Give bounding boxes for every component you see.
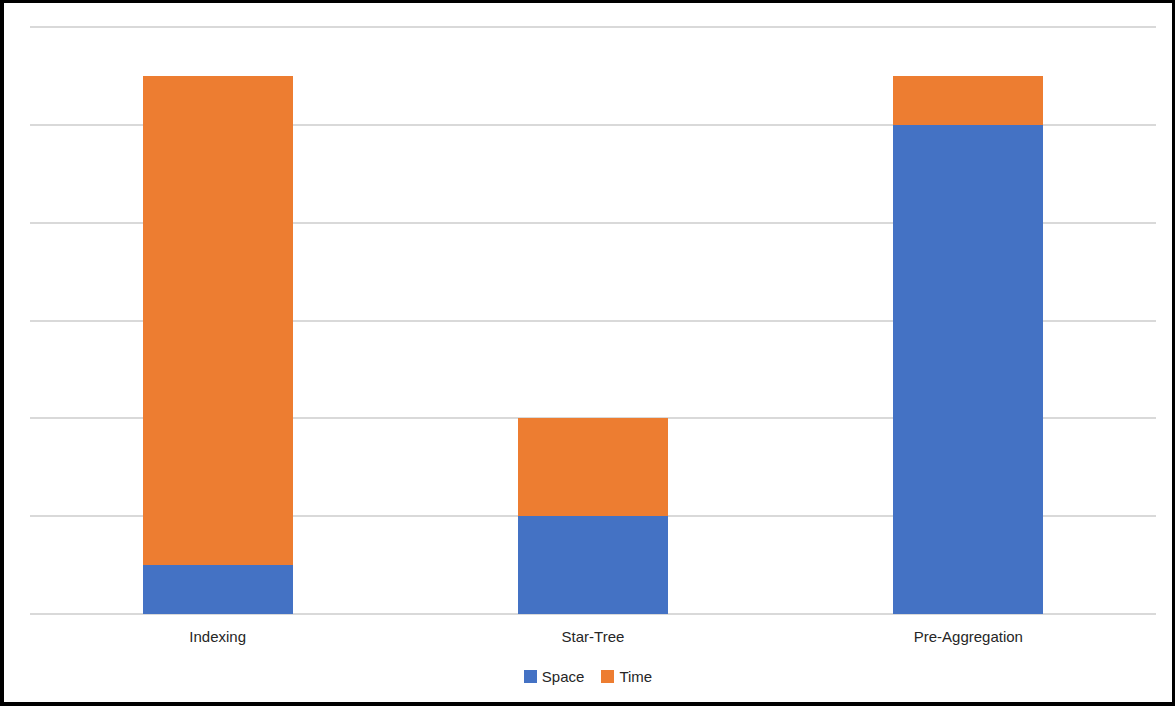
gridline	[30, 26, 1156, 28]
bar-segment-space-pre-aggregation	[893, 125, 1043, 614]
legend-item-time: Time	[601, 668, 652, 685]
legend: Space Time	[4, 668, 1172, 685]
bar-segment-time-star-tree	[518, 418, 668, 516]
legend-label-space: Space	[542, 668, 585, 685]
legend-swatch-time	[601, 670, 614, 683]
x-axis-label-pre-aggregation: Pre-Aggregation	[780, 627, 1156, 647]
bar-segment-time-pre-aggregation	[893, 76, 1043, 125]
bar-segment-space-indexing	[143, 565, 293, 614]
x-axis-label-star-tree: Star-Tree	[405, 627, 781, 647]
x-axis-label-indexing: Indexing	[30, 627, 406, 647]
bar-segment-time-indexing	[143, 76, 293, 565]
legend-item-space: Space	[524, 668, 585, 685]
legend-swatch-space	[524, 670, 537, 683]
legend-label-time: Time	[619, 668, 652, 685]
bar-segment-space-star-tree	[518, 516, 668, 614]
chart-frame: IndexingStar-TreePre-Aggregation Space Ti…	[0, 0, 1175, 706]
